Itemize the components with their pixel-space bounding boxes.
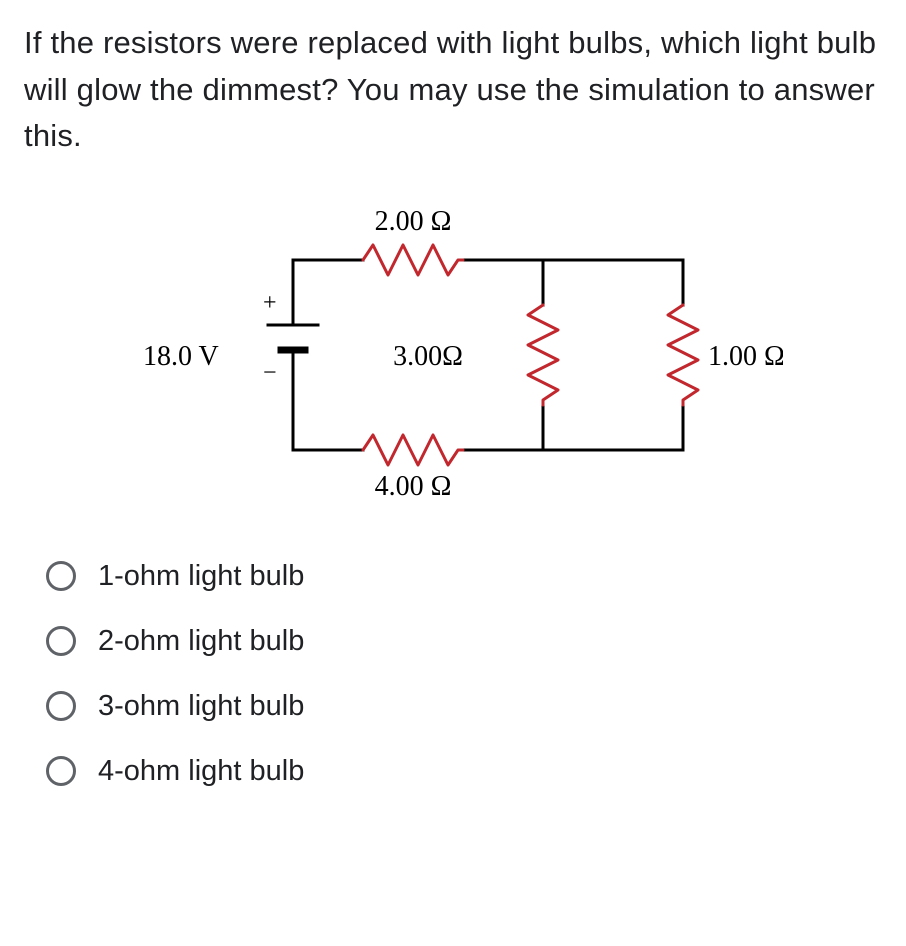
option-label: 3-ohm light bulb [98,690,304,723]
label-r-top: 2.00 Ω [375,206,452,237]
option-label: 1-ohm light bulb [98,560,304,593]
question-text: If the resistors were replaced with ligh… [24,20,882,160]
label-source-plus: + [263,290,277,316]
resistor-3ohm [528,305,558,405]
option-label: 4-ohm light bulb [98,755,304,788]
option-2ohm[interactable]: 2-ohm light bulb [46,625,882,658]
radio-icon [46,756,76,786]
radio-icon [46,691,76,721]
option-1ohm[interactable]: 1-ohm light bulb [46,560,882,593]
resistor-2ohm [363,245,463,275]
radio-icon [46,561,76,591]
radio-icon [46,626,76,656]
circuit-figure: 2.00 Ω 3.00Ω 4.00 Ω 1.00 Ω 18.0 V + − [24,200,882,520]
label-r-right: 1.00 Ω [708,341,783,372]
page: If the resistors were replaced with ligh… [0,0,906,840]
option-4ohm[interactable]: 4-ohm light bulb [46,755,882,788]
answer-options: 1-ohm light bulb 2-ohm light bulb 3-ohm … [24,560,882,788]
option-3ohm[interactable]: 3-ohm light bulb [46,690,882,723]
label-source-v: 18.0 V [143,341,219,372]
resistor-1ohm [668,305,698,405]
resistor-4ohm [363,435,463,465]
circuit-svg: 2.00 Ω 3.00Ω 4.00 Ω 1.00 Ω 18.0 V + − [123,200,783,520]
label-source-minus: − [263,360,277,386]
option-label: 2-ohm light bulb [98,625,304,658]
label-r-mid: 3.00Ω [393,341,463,372]
label-r-bottom: 4.00 Ω [375,471,452,502]
